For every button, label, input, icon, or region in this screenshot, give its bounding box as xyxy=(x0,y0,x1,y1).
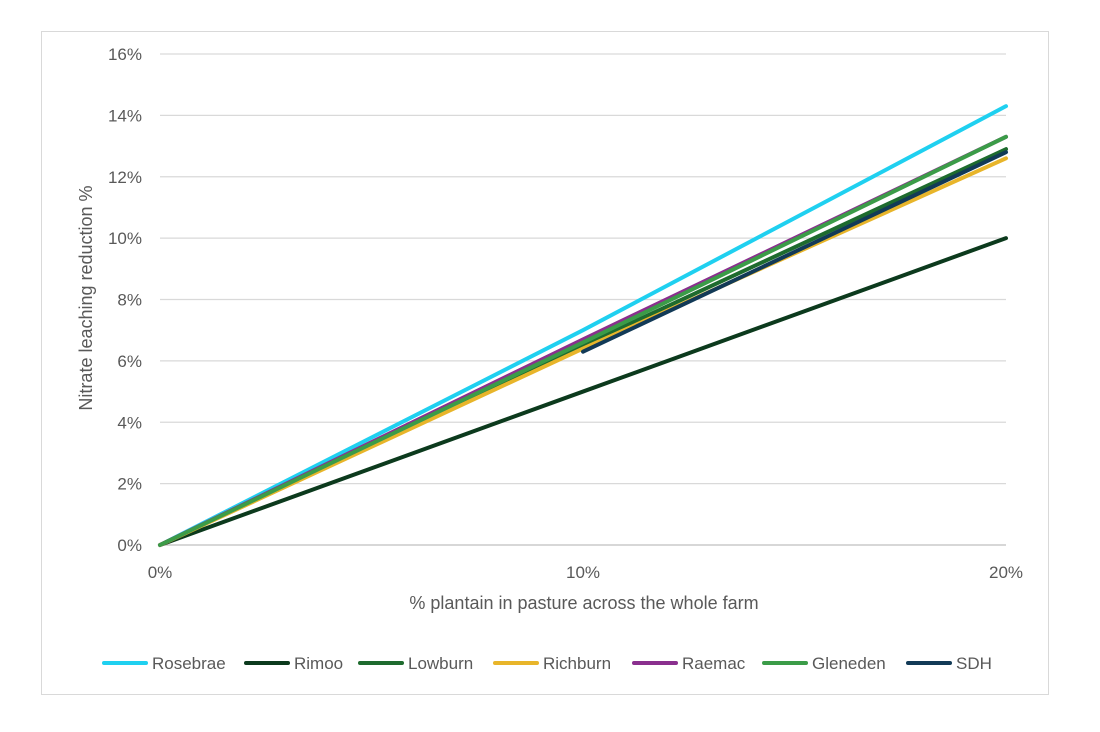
legend-label-gleneden: Gleneden xyxy=(812,654,886,673)
x-tick-label: 20% xyxy=(989,563,1023,582)
series-line-rosebrae xyxy=(158,104,1008,547)
y-axis-ticks: 0% 2% 4% 6% 8% 10% 12% 14% 16% xyxy=(108,45,142,555)
series-line-rimoo xyxy=(158,236,1008,547)
y-tick-label: 14% xyxy=(108,106,142,125)
x-axis-ticks: 0% 10% 20% xyxy=(148,563,1023,582)
y-tick-label: 8% xyxy=(117,291,142,310)
series-line-sdh xyxy=(581,150,1008,354)
legend-label-rosebrae: Rosebrae xyxy=(152,654,226,673)
y-tick-label: 0% xyxy=(117,536,142,555)
x-tick-label: 10% xyxy=(566,563,600,582)
y-tick-label: 6% xyxy=(117,352,142,371)
y-tick-label: 2% xyxy=(117,475,142,494)
y-tick-label: 10% xyxy=(108,229,142,248)
x-axis-label: % plantain in pasture across the whole f… xyxy=(409,593,758,613)
y-tick-label: 16% xyxy=(108,45,142,64)
legend: Rosebrae Rimoo Lowburn Richburn Raemac Glened… xyxy=(102,654,992,673)
legend-label-raemac: Raemac xyxy=(682,654,746,673)
legend-label-lowburn: Lowburn xyxy=(408,654,473,673)
y-axis-label: Nitrate leaching reduction % xyxy=(76,185,96,410)
legend-label-rimoo: Rimoo xyxy=(294,654,343,673)
legend-label-sdh: SDH xyxy=(956,654,992,673)
y-tick-label: 4% xyxy=(117,413,142,432)
y-tick-label: 12% xyxy=(108,168,142,187)
series-lines xyxy=(158,104,1008,547)
legend-label-richburn: Richburn xyxy=(543,654,611,673)
x-tick-label: 0% xyxy=(148,563,173,582)
gridlines xyxy=(160,53,1006,546)
series-line-gleneden xyxy=(158,134,1008,547)
